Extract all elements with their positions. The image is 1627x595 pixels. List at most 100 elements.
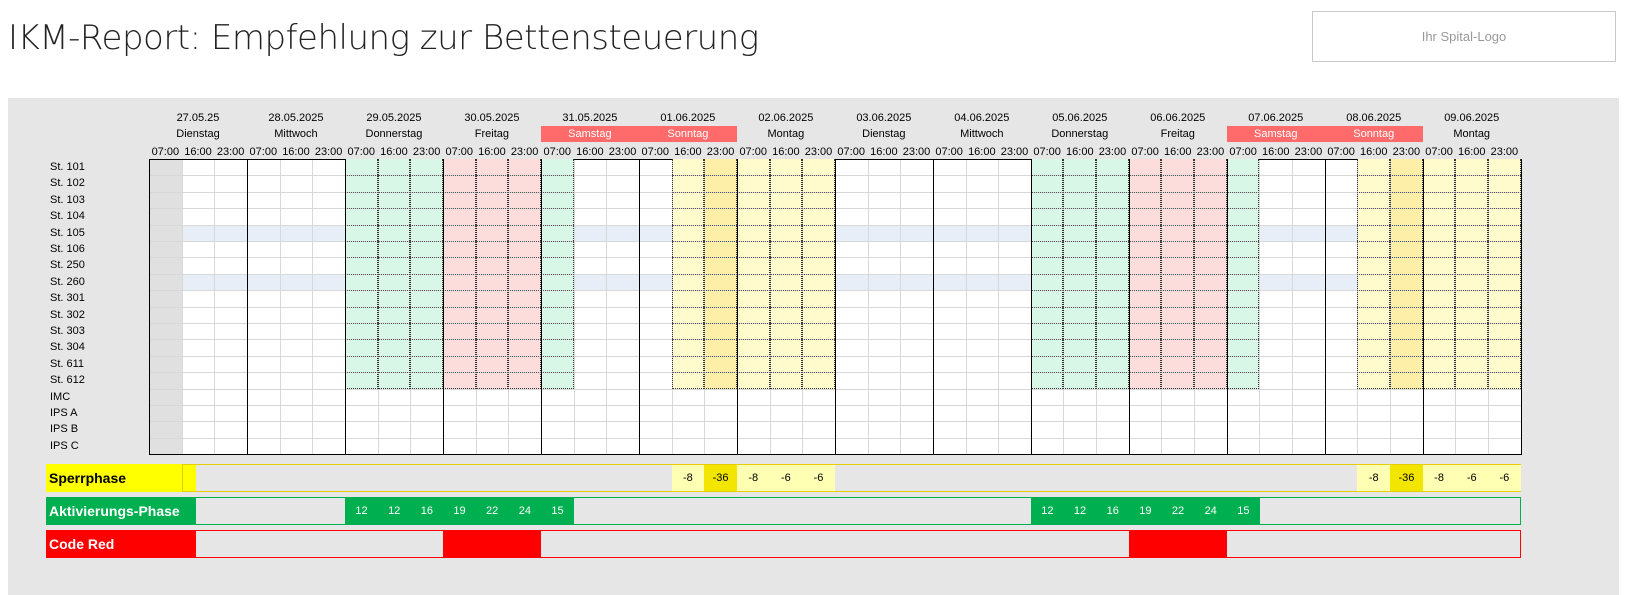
grid-dotted-line <box>377 175 411 177</box>
grid-dotted-line <box>442 224 476 226</box>
grid-dotted-line <box>704 339 737 341</box>
grid-dotted-line <box>508 323 541 324</box>
aktivierung-value: 12 <box>344 498 379 524</box>
time-slot: 07:00 <box>641 146 669 158</box>
time-slot: 07:00 <box>1131 146 1159 158</box>
time-slot: 16:00 <box>870 146 898 158</box>
sperrphase-value: -8 <box>1357 465 1391 491</box>
grid-dotted-line <box>1390 224 1423 226</box>
grid-dotted-line <box>1422 306 1456 308</box>
time-slot: 16:00 <box>380 146 408 158</box>
time-slot: 07:00 <box>837 146 865 158</box>
grid-dotted-line <box>1161 355 1195 357</box>
grid-col-line <box>867 160 869 455</box>
aktivierung-value: 12 <box>1030 498 1064 524</box>
grid-dotted-line <box>1128 191 1162 193</box>
grid-dotted-line <box>671 273 705 275</box>
grid-dotted-line <box>704 372 737 374</box>
grid-dotted-line <box>508 175 541 177</box>
grid-dotted-line <box>508 290 541 292</box>
day-separator <box>1422 159 1424 455</box>
day-date: 30.05.2025 <box>464 112 520 124</box>
grid-dotted-line <box>410 191 443 193</box>
sperrphase-value: -6 <box>1455 465 1489 491</box>
grid-dotted-line <box>475 175 509 177</box>
grid-dotted-line <box>410 241 443 242</box>
grid-dotted-line <box>671 208 705 210</box>
grid-dotted-line <box>1226 306 1260 308</box>
grid-dotted-line <box>377 372 411 374</box>
grid-dotted-line <box>410 208 443 210</box>
grid-col-line <box>900 160 902 455</box>
weekday: Dienstag <box>862 128 906 140</box>
report-panel: 27.05.25 Dienstag 07:00 16:00 23:00 28.05.202… <box>8 98 1619 595</box>
grid-dotted-line <box>802 323 835 324</box>
grid-dotted-line <box>442 257 476 259</box>
grid-dotted-line <box>1357 208 1391 210</box>
grid-dotted-line <box>540 257 574 259</box>
grid-dotted-line <box>1357 339 1391 341</box>
grid-dotted-line <box>540 290 574 292</box>
grid-dotted-line <box>1096 290 1129 292</box>
aktivierung-value: 16 <box>410 498 444 524</box>
time-slot: 23:00 <box>412 146 441 158</box>
grid-dotted-line <box>344 339 378 341</box>
grid-dotted-line <box>540 339 574 341</box>
grid-dotted-line <box>1422 175 1456 177</box>
grid-dotted-line <box>1488 257 1521 259</box>
grid-dotted-line <box>1128 175 1162 177</box>
grid-dotted-line <box>1194 355 1227 357</box>
time-slot: 16:00 <box>1262 146 1290 158</box>
station-label: St. 260 <box>50 275 85 288</box>
station-label: St. 106 <box>50 243 85 255</box>
grid-dotted-line <box>508 273 541 275</box>
grid-dotted-line <box>1390 175 1423 177</box>
grid-dotted-line <box>671 257 705 259</box>
grid-dotted-line <box>1161 306 1195 308</box>
grid-dotted-line <box>377 355 411 357</box>
sperrphase-value: -36 <box>1390 465 1423 491</box>
time-slot: 07:00 <box>935 146 963 158</box>
weekday: Donnerstag <box>1051 128 1109 140</box>
grid-dotted-line <box>1226 355 1260 357</box>
grid-dotted-line <box>508 241 541 242</box>
grid-dotted-line <box>1096 257 1129 259</box>
grid-dotted-line <box>1128 290 1162 292</box>
station-label: St. 303 <box>50 325 85 337</box>
sperrphase-value: -6 <box>1488 465 1521 491</box>
grid-dotted-line <box>671 323 705 324</box>
grid-dotted-line <box>802 339 835 341</box>
day-separator <box>1128 159 1130 455</box>
grid-dotted-line <box>1455 273 1489 275</box>
grid-dotted-line <box>1194 273 1227 275</box>
day-date: 27.05.25 <box>176 112 220 124</box>
grid-dotted-line <box>1455 355 1489 357</box>
grid-dotted-line <box>736 323 770 324</box>
grid-dotted-line <box>671 191 705 193</box>
aktivierung-value: 22 <box>1161 498 1195 524</box>
weekday: Mittwoch <box>960 128 1004 140</box>
grid-dotted-line <box>508 372 541 374</box>
grid-dotted-line <box>1161 257 1195 259</box>
time-slot: 23:00 <box>902 146 931 158</box>
grid-dotted-line <box>1488 290 1521 292</box>
grid-dotted-line <box>1422 191 1456 193</box>
grid-dotted-line <box>1488 175 1521 177</box>
grid-dotted-line <box>1096 224 1129 226</box>
station-label: St. 611 <box>50 357 85 370</box>
grid-dotted-line <box>1063 339 1097 341</box>
grid-dotted-line <box>1226 273 1260 275</box>
grid-dotted-line <box>1488 323 1521 324</box>
grid-dotted-line <box>1161 191 1195 193</box>
grid-dotted-line <box>442 372 476 374</box>
grid-dotted-line <box>802 208 835 210</box>
weekday: Montag <box>1453 128 1491 140</box>
grid-dotted-line <box>769 175 803 177</box>
grid-dotted-line <box>671 224 705 226</box>
grid-dotted-line <box>1128 306 1162 308</box>
grid-dotted-line <box>1063 241 1097 242</box>
grid-dotted-line <box>769 306 803 308</box>
grid-dotted-line <box>736 290 770 292</box>
grid-dotted-line <box>736 306 770 308</box>
grid-col-line <box>573 160 575 455</box>
